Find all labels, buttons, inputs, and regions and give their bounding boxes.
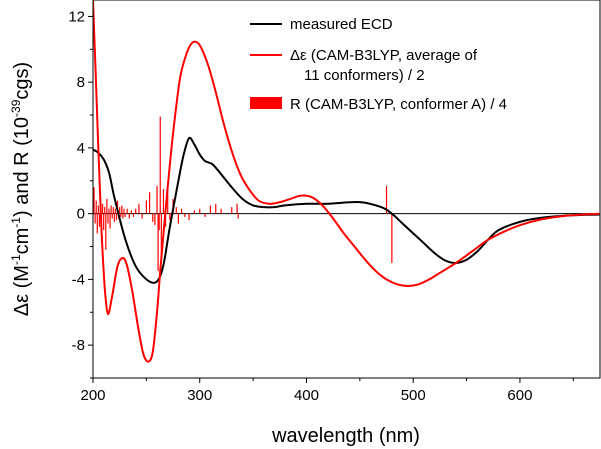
y-axis-title-part: ) and R (10 bbox=[11, 117, 33, 217]
y-tick-label: 8 bbox=[77, 74, 85, 91]
x-tick-label: 200 bbox=[80, 387, 105, 404]
y-tick-label: -4 bbox=[72, 271, 85, 288]
x-tick-label: 500 bbox=[401, 387, 426, 404]
x-tick-label: 400 bbox=[294, 387, 319, 404]
x-tick-label: 600 bbox=[507, 387, 532, 404]
y-tick-label: 12 bbox=[68, 8, 85, 25]
y-axis-title-part: cm bbox=[11, 228, 33, 255]
y-axis-title-superscript: -1 bbox=[9, 217, 23, 228]
y-axis-title: Δε (M-1cm-1) and R (10-39cgs) bbox=[9, 62, 33, 316]
legend: measured ECD Δε (CAM-B3LYP, average of 11 … bbox=[250, 16, 507, 113]
axes: 200 300 400 500 600 -8 -4 0 4 8 12 bbox=[68, 0, 601, 404]
y-axis-title-superscript: -39 bbox=[9, 99, 23, 117]
measured-ecd-line bbox=[93, 136, 600, 284]
data-layer bbox=[93, 0, 600, 363]
y-tick-label: 4 bbox=[77, 140, 85, 157]
legend-swatch-sticks bbox=[250, 97, 282, 109]
x-tick-label: 300 bbox=[187, 387, 212, 404]
legend-label-calculated: Δε (CAM-B3LYP, average of bbox=[290, 47, 478, 64]
y-axis-title-part: Δε (M bbox=[11, 265, 33, 316]
y-axis-title-part: cgs) bbox=[11, 62, 33, 100]
calculated-ecd-line bbox=[93, 0, 600, 363]
legend-label-sticks: R (CAM-B3LYP, conformer A) / 4 bbox=[290, 96, 507, 113]
y-axis-title-superscript: -1 bbox=[9, 254, 23, 265]
plot-frame bbox=[92, 0, 601, 379]
y-tick-label: -8 bbox=[72, 337, 85, 354]
legend-label-measured: measured ECD bbox=[290, 16, 393, 33]
x-axis-title: wavelength (nm) bbox=[271, 425, 420, 447]
legend-label-calculated-line2: 11 conformers) / 2 bbox=[304, 67, 425, 84]
y-tick-label: 0 bbox=[77, 206, 85, 223]
